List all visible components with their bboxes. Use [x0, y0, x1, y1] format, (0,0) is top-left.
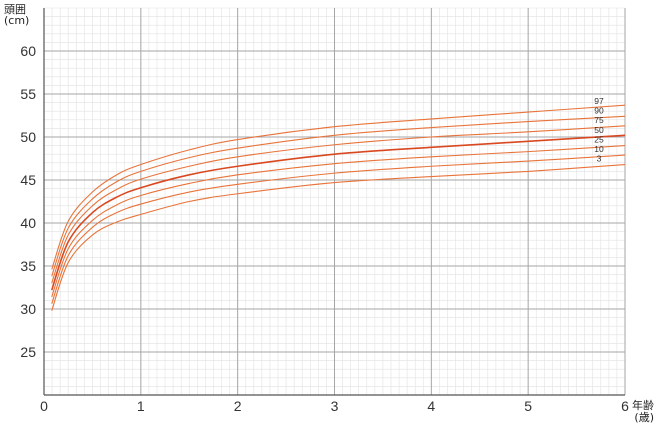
x-axis-label: 年齢 (歳): [632, 400, 654, 424]
series-line-p25: [51, 145, 626, 298]
series-line-p97: [51, 104, 626, 270]
y-axis-unit: (cm): [4, 14, 30, 27]
x-tick-label: 2: [234, 398, 242, 414]
series-label-p90: 90: [594, 106, 604, 116]
series-label-p10: 10: [594, 144, 604, 154]
y-tick-label: 55: [20, 86, 36, 102]
series-line-p3: [51, 163, 626, 311]
series-label-p25: 25: [594, 134, 604, 144]
series-line-p10: [51, 154, 626, 305]
y-tick-label: 30: [20, 301, 36, 317]
x-tick-label: 4: [427, 398, 435, 414]
series-line-p90: [51, 115, 626, 277]
y-tick-label: 60: [20, 43, 36, 59]
y-axis-title: 頭囲: [4, 3, 26, 16]
x-tick-label: 3: [331, 398, 339, 414]
y-axis-label: 頭囲 (cm): [4, 4, 29, 26]
x-tick-label: 5: [524, 398, 532, 414]
series-label-p3: 3: [597, 154, 602, 164]
y-tick-label: 40: [20, 215, 36, 231]
x-tick-label: 1: [137, 398, 145, 414]
x-tick-label: 6: [621, 398, 629, 414]
series-line-p50: [50, 134, 626, 291]
y-tick-label: 50: [20, 129, 36, 145]
x-tick-label: 0: [40, 398, 48, 414]
series-line-p75: [51, 125, 626, 284]
y-tick-label: 25: [20, 344, 36, 360]
x-axis-unit: (歳): [634, 411, 654, 424]
y-tick-label: 35: [20, 258, 36, 274]
x-axis-title: 年齢: [632, 399, 654, 412]
series-label-p97: 97: [594, 96, 604, 106]
series-label-p75: 75: [594, 115, 604, 125]
series-label-p50: 50: [594, 125, 604, 135]
y-tick-label: 45: [20, 172, 36, 188]
